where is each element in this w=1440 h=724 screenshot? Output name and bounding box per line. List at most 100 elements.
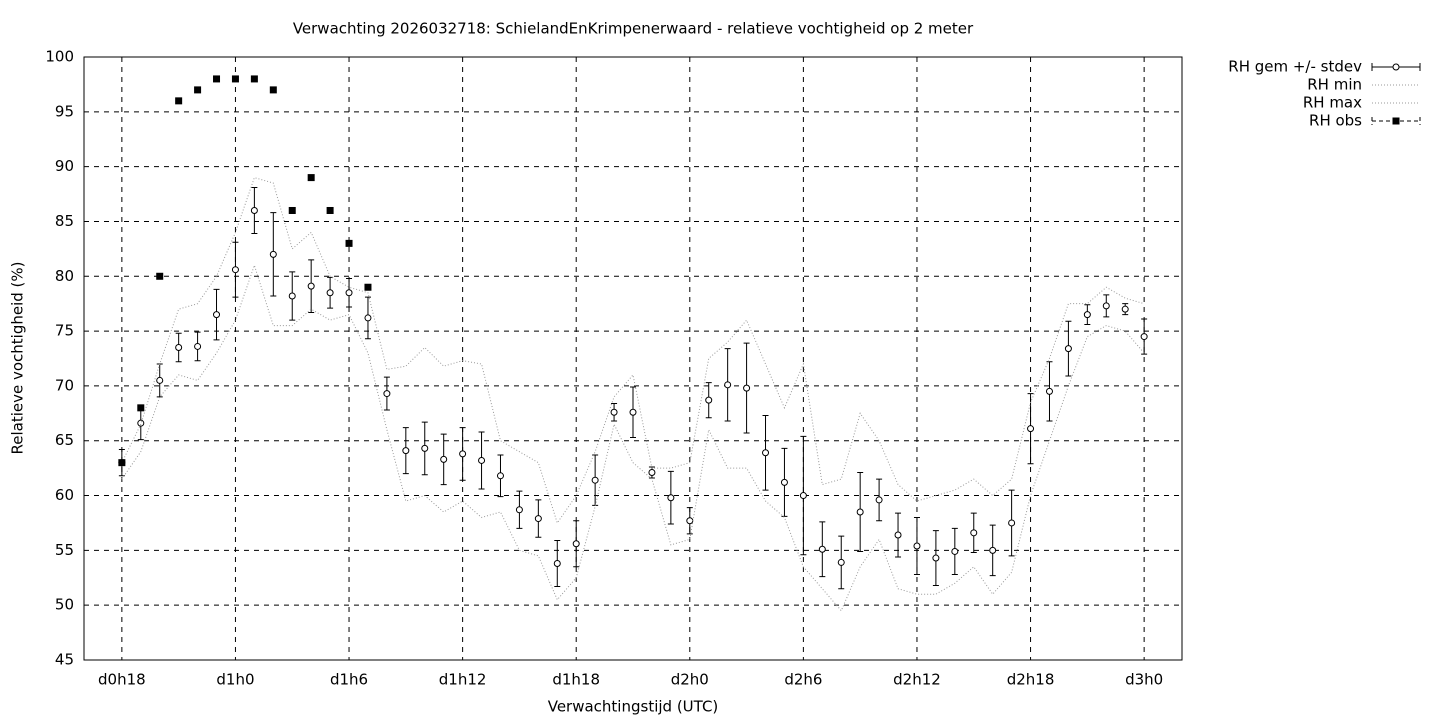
mean-point [951, 547, 959, 555]
x-tick-label: d2h6 [784, 671, 822, 689]
mean-point [515, 506, 523, 514]
obs-point [250, 75, 258, 83]
mean-point [459, 450, 467, 458]
mean-point [1102, 302, 1110, 310]
mean-point [496, 472, 504, 480]
y-axis-label: Relatieve vochtigheid (%) [9, 261, 27, 454]
mean-point [194, 342, 202, 350]
obs-point [194, 86, 202, 94]
mean-point [326, 289, 334, 297]
mean-point [137, 419, 145, 427]
mean-point [799, 492, 807, 500]
mean-point [989, 546, 997, 554]
mean-point [250, 206, 258, 214]
x-tick-label: d2h0 [671, 671, 709, 689]
y-tick-label: 50 [55, 596, 74, 614]
x-tick-label: d2h18 [1007, 671, 1055, 689]
mean-point [629, 408, 637, 416]
y-tick-label: 70 [55, 376, 74, 394]
mean-point [1064, 345, 1072, 353]
mean-point [345, 289, 353, 297]
x-tick-label: d1h18 [552, 671, 600, 689]
mean-point [402, 447, 410, 455]
mean-point [970, 529, 978, 537]
mean-point [553, 560, 561, 568]
mean-point [591, 476, 599, 484]
mean-point [837, 558, 845, 566]
min-max-line [121, 176, 1145, 525]
y-tick-label: 95 [55, 102, 74, 120]
mean-point [705, 396, 713, 404]
mean-point [156, 376, 164, 384]
mean-point [1083, 311, 1091, 319]
obs-point [231, 75, 239, 83]
mean-point [572, 540, 580, 548]
mean-point [534, 515, 542, 523]
legend-label: RH obs [1309, 112, 1362, 130]
mean-point [894, 531, 902, 539]
mean-point [724, 381, 732, 389]
obs-point [175, 97, 183, 105]
mean-point [421, 444, 429, 452]
x-tick-label: d2h12 [893, 671, 941, 689]
mean-point [648, 469, 656, 477]
mean-point [686, 517, 694, 525]
x-tick-label: d1h6 [330, 671, 368, 689]
obs-point [118, 459, 126, 467]
obs-point [345, 239, 353, 247]
mean-point [288, 292, 296, 300]
y-tick-label: 100 [45, 48, 74, 66]
obs-point [364, 283, 372, 291]
obs-point [326, 206, 334, 214]
obs-point [288, 206, 296, 214]
obs-point [156, 272, 164, 280]
mean-point [1121, 305, 1129, 313]
x-axis-label: Verwachtingstijd (UTC) [548, 698, 719, 716]
y-tick-label: 80 [55, 267, 74, 285]
mean-point [364, 314, 372, 322]
obs-point [307, 174, 315, 182]
x-tick-label: d1h0 [216, 671, 254, 689]
y-tick-label: 85 [55, 212, 74, 230]
mean-point [610, 408, 618, 416]
mean-point [1008, 519, 1016, 527]
obs-point [213, 75, 221, 83]
mean-point [743, 384, 751, 392]
mean-point [856, 508, 864, 516]
mean-point [875, 496, 883, 504]
y-tick-label: 45 [55, 651, 74, 669]
mean-point [440, 455, 448, 463]
mean-point [269, 250, 277, 258]
mean-point [913, 542, 921, 550]
obs-point [137, 404, 145, 412]
y-tick-label: 90 [55, 157, 74, 175]
mean-point [383, 390, 391, 398]
legend-label: RH min [1307, 76, 1362, 94]
mean-point [231, 266, 239, 274]
min-max-line [121, 263, 1145, 612]
y-tick-label: 65 [55, 431, 74, 449]
x-tick-label: d3h0 [1125, 671, 1163, 689]
mean-point [762, 449, 770, 457]
x-tick-label: d0h18 [98, 671, 146, 689]
mean-point [818, 545, 826, 553]
mean-point [1140, 333, 1148, 341]
obs-point [269, 86, 277, 94]
y-tick-label: 55 [55, 541, 74, 559]
mean-point [1045, 387, 1053, 395]
mean-point [780, 478, 788, 486]
plot-frame [83, 56, 1183, 661]
y-tick-label: 75 [55, 322, 74, 340]
x-tick-label: d1h12 [439, 671, 487, 689]
legend-label: RH max [1303, 94, 1362, 112]
legend-label: RH gem +/- stdev [1228, 58, 1362, 76]
mean-point [175, 344, 183, 352]
legend-swatch [1392, 117, 1400, 125]
chart-title: Verwachting 2026032718: SchielandEnKrimp… [293, 20, 974, 38]
mean-point [667, 494, 675, 502]
mean-point [478, 456, 486, 464]
mean-point [1027, 425, 1035, 433]
mean-point [932, 554, 940, 562]
mean-point [213, 311, 221, 319]
